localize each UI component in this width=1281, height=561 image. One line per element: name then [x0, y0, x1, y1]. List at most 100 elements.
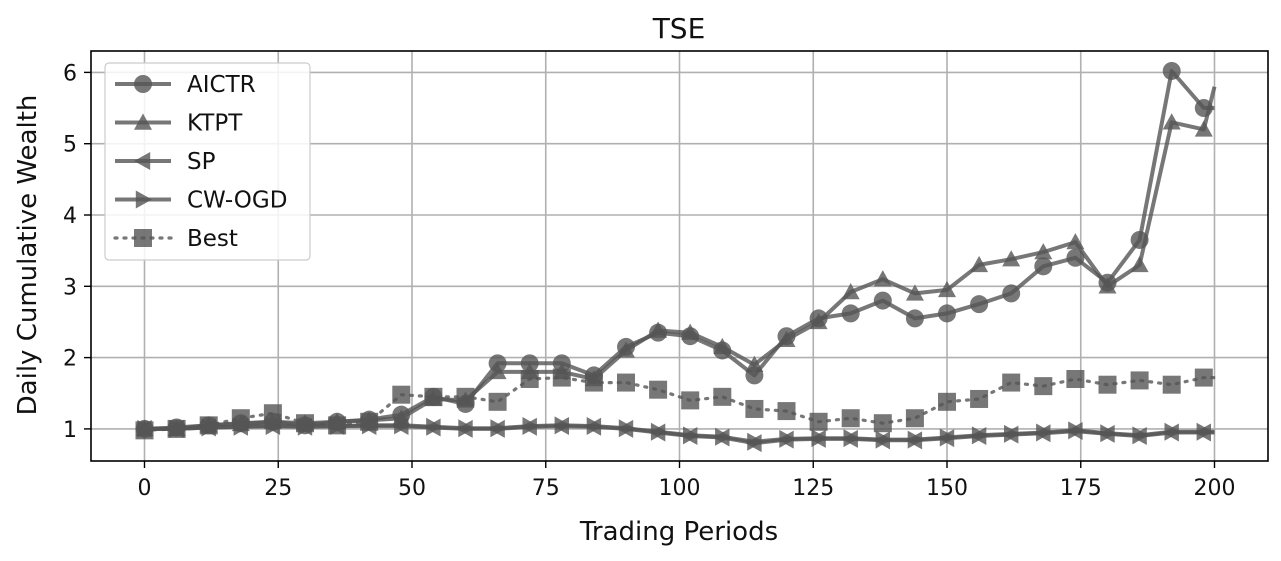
legend-item-cw-ogd: CW-OGD	[115, 188, 287, 214]
legend-item-sp: SP	[115, 149, 216, 175]
legend-marker	[134, 113, 152, 130]
chart-title: TSE	[652, 12, 706, 45]
x-tick-label: 25	[264, 476, 292, 501]
data-point-best	[1130, 371, 1149, 390]
data-point-cw-ogd	[426, 417, 443, 436]
data-point-cw-ogd	[715, 427, 732, 446]
x-tick-label: 0	[138, 476, 152, 501]
x-tick-label: 150	[926, 476, 968, 501]
data-point-cw-ogd	[1068, 421, 1085, 440]
data-point-cw-ogd	[1004, 424, 1021, 443]
x-tick-label: 50	[398, 476, 426, 501]
data-point-best	[809, 412, 828, 431]
legend-item-aictr: AICTR	[115, 72, 256, 98]
data-point-ktpt	[1162, 113, 1181, 130]
data-point-cw-ogd	[1164, 422, 1181, 441]
data-point-best	[777, 402, 796, 421]
data-point-cw-ogd	[297, 417, 314, 436]
legend: AICTR KTPT SP CW-OGD Best	[104, 62, 311, 261]
x-tick-label: 75	[532, 476, 560, 501]
legend-label: KTPT	[187, 111, 243, 137]
data-point-cw-ogd	[618, 419, 635, 438]
data-point-cw-ogd	[1036, 423, 1053, 442]
data-point-aictr	[905, 309, 924, 328]
data-point-best	[970, 389, 989, 408]
legend-marker	[134, 152, 151, 170]
data-point-cw-ogd	[586, 417, 603, 436]
y-axis-label: Daily Cumulative Wealth	[13, 95, 43, 416]
data-point-ktpt	[713, 337, 732, 355]
data-point-ktpt	[1098, 277, 1117, 294]
data-point-best	[488, 392, 507, 411]
y-tick-label: 5	[63, 133, 77, 158]
data-point-ktpt	[1002, 250, 1021, 267]
y-tick-label: 6	[63, 61, 77, 86]
data-point-cw-ogd	[362, 416, 379, 435]
data-point-aictr	[1066, 248, 1085, 267]
data-point-ktpt	[520, 362, 539, 380]
data-point-aictr	[938, 304, 956, 323]
data-point-ktpt	[745, 355, 764, 372]
data-point-cw-ogd	[490, 419, 507, 438]
data-point-cw-ogd	[650, 422, 668, 441]
data-point-ktpt	[938, 280, 956, 298]
data-point-cw-ogd	[1132, 426, 1149, 445]
data-point-cw-ogd	[554, 416, 571, 435]
y-tick-label: 2	[63, 347, 77, 372]
y-tick-label: 1	[63, 418, 77, 443]
legend-marker	[135, 190, 152, 209]
data-point-ktpt	[1066, 233, 1085, 250]
data-point-ktpt	[456, 391, 475, 408]
x-tick-label: 100	[659, 476, 701, 501]
data-point-aictr	[970, 295, 989, 314]
y-tick-label: 3	[63, 275, 77, 300]
data-point-ktpt	[649, 321, 668, 338]
data-point-best	[1162, 375, 1181, 394]
data-point-cw-ogd	[683, 426, 700, 445]
data-point-best	[841, 409, 860, 428]
data-point-ktpt	[552, 362, 571, 380]
data-point-best	[905, 409, 924, 428]
data-point-cw-ogd	[971, 426, 989, 445]
legend-label: SP	[187, 149, 216, 175]
data-point-best	[873, 414, 892, 433]
data-point-aictr	[873, 291, 892, 310]
data-point-aictr	[1034, 257, 1053, 276]
data-point-ktpt	[424, 389, 443, 407]
legend-marker	[134, 229, 152, 247]
data-point-cw-ogd	[233, 417, 250, 436]
data-point-best	[713, 387, 732, 406]
data-point-ktpt	[905, 284, 924, 301]
data-point-cw-ogd	[1196, 422, 1213, 441]
legend-item-best: Best	[113, 226, 238, 252]
data-point-ktpt	[584, 370, 603, 387]
data-point-ktpt	[488, 362, 507, 380]
data-point-cw-ogd	[522, 417, 539, 436]
legend-item-ktpt: KTPT	[115, 111, 243, 137]
legend-box	[104, 62, 311, 261]
data-point-best	[649, 380, 668, 399]
data-point-best	[1034, 377, 1053, 396]
data-point-ktpt	[873, 270, 892, 287]
data-point-ktpt	[1130, 255, 1149, 273]
data-point-best	[1066, 370, 1085, 388]
y-axis: 1 2 3 4 5 6	[63, 61, 91, 443]
data-point-best	[1194, 368, 1213, 387]
data-point-aictr	[841, 304, 860, 323]
data-point-best	[745, 399, 764, 418]
data-point-cw-ogd	[1100, 424, 1117, 443]
data-point-cw-ogd	[201, 418, 218, 437]
data-point-best	[1098, 375, 1117, 394]
x-tick-label: 125	[792, 476, 834, 501]
data-point-cw-ogd	[265, 417, 282, 436]
data-point-cw-ogd	[843, 429, 860, 448]
series-layer	[135, 61, 1217, 453]
data-point-cw-ogd	[907, 430, 924, 449]
data-point-aictr	[1002, 284, 1021, 303]
data-point-best	[1002, 373, 1021, 392]
data-point-cw-ogd	[137, 419, 154, 438]
series-cw-ogd	[137, 416, 1215, 451]
legend-label: AICTR	[187, 72, 256, 98]
data-point-ktpt	[970, 255, 989, 273]
data-point-cw-ogd	[169, 419, 186, 438]
